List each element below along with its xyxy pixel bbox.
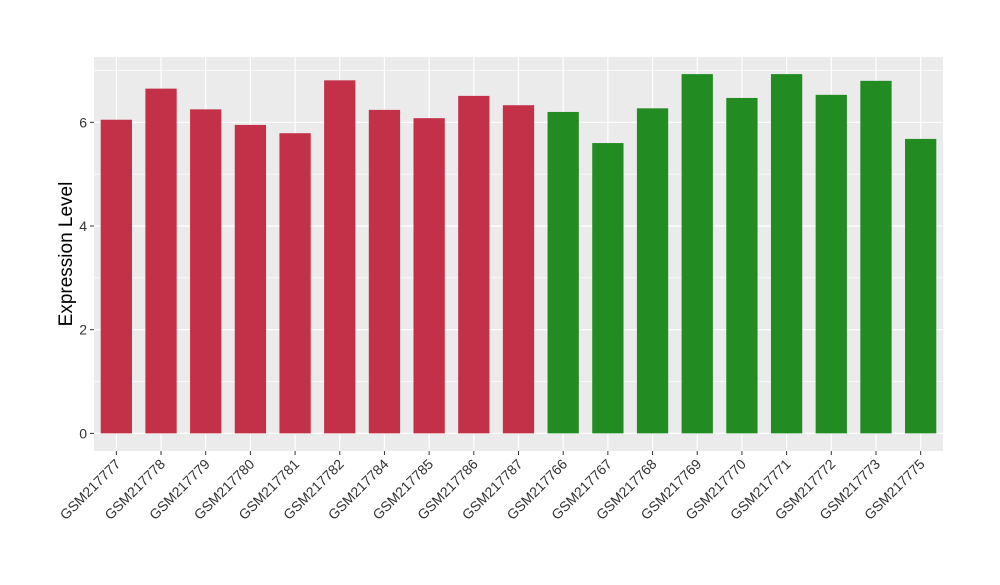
y-axis-label: Expression Level (56, 182, 77, 327)
bar-GSM217779 (190, 109, 222, 434)
bar-GSM217778 (145, 88, 177, 434)
bar-GSM217770 (726, 97, 758, 434)
bar-GSM217768 (636, 108, 669, 434)
bar-GSM217767 (592, 143, 624, 434)
bars (100, 74, 937, 434)
bar-GSM217781 (279, 133, 311, 434)
bar-GSM217771 (770, 74, 803, 434)
bar-GSM217785 (413, 118, 445, 434)
x-axis: GSM217777GSM217778GSM217779GSM217780GSM2… (57, 451, 928, 523)
y-tick-label: 6 (79, 114, 87, 130)
bar-GSM217780 (234, 124, 267, 434)
bar-GSM217772 (815, 94, 847, 434)
y-tick-label: 4 (79, 218, 87, 234)
y-tick-label: 0 (79, 425, 87, 441)
bar-GSM217769 (681, 74, 713, 434)
y-tick-label: 2 (79, 322, 87, 338)
bar-GSM217786 (458, 95, 490, 434)
bar-GSM217773 (860, 80, 892, 434)
bar-GSM217782 (324, 80, 356, 434)
bar-GSM217784 (368, 109, 401, 434)
bar-GSM217787 (502, 105, 535, 434)
bar-GSM217775 (905, 138, 937, 434)
bar-GSM217766 (547, 111, 579, 434)
y-axis: 0 2 4 6 (79, 114, 94, 441)
bar-GSM217777 (100, 119, 132, 434)
